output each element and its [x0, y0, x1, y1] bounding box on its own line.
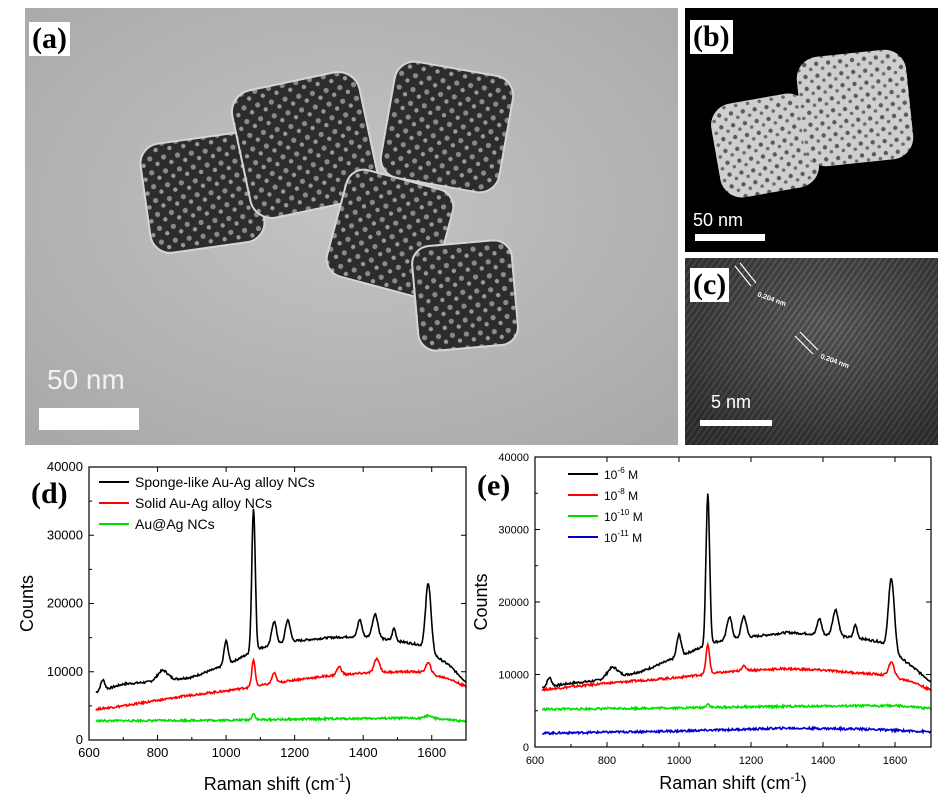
series-line-0 — [541, 493, 932, 689]
x-tick-label: 1000 — [667, 755, 691, 767]
series-line-0 — [95, 508, 467, 694]
x-tick-label: 600 — [78, 745, 100, 760]
panel-label-e: (e) — [477, 469, 511, 502]
scale-bar-label-b: 50 nm — [693, 210, 744, 230]
y-tick-label: 0 — [76, 732, 83, 747]
legend-label-3: 10-11 M — [604, 528, 642, 545]
y-tick-label: 40000 — [498, 452, 529, 464]
x-tick-label: 1000 — [212, 745, 241, 760]
x-tick-label: 600 — [526, 755, 544, 767]
raman-chart-d: 600 800 1000 1200 1400 1600 0 10000 20000 30000 40… — [17, 459, 467, 794]
y-tick-label: 40000 — [47, 459, 83, 474]
scale-bar-a — [39, 408, 139, 430]
plot-frame — [534, 456, 932, 748]
x-tick-label: 1200 — [280, 745, 309, 760]
series-line-1 — [95, 656, 467, 712]
x-tick-label: 1200 — [739, 755, 763, 767]
legend-label-0: Sponge-like Au-Ag alloy NCs — [135, 474, 315, 490]
lattice-marker — [734, 262, 819, 355]
y-axis-label: Counts — [17, 575, 37, 632]
raman-chart-e: 600 800 1000 1200 1400 1600 0 10000 20000 30000 40… — [472, 452, 932, 793]
series-line-3 — [541, 725, 932, 736]
panel-label-a: (a) — [29, 22, 70, 56]
y-tick-label: 10000 — [498, 670, 529, 682]
x-tick-label: 800 — [147, 745, 169, 760]
nanocube — [139, 60, 519, 352]
legend-label-2: Au@Ag NCs — [135, 516, 215, 532]
series-line-2 — [95, 712, 467, 724]
y-tick-label: 30000 — [47, 527, 83, 542]
y-tick-label: 0 — [523, 742, 529, 754]
x-tick-label: 1400 — [811, 755, 835, 767]
panel-a-tem-image: (a) 50 nm — [25, 8, 678, 445]
y-axis-label: Counts — [472, 573, 491, 630]
legend-label-0: 10-6 M — [604, 465, 638, 482]
scale-bar-c — [700, 420, 772, 426]
y-tick-label: 20000 — [47, 596, 83, 611]
x-tick-label: 800 — [598, 755, 616, 767]
x-tick-label: 1400 — [349, 745, 378, 760]
x-tick-label: 1600 — [883, 755, 907, 767]
scale-bar-label-a: 50 nm — [47, 364, 125, 395]
y-tick-label: 10000 — [47, 664, 83, 679]
tem-image-a — [25, 8, 678, 445]
y-tick-label: 30000 — [498, 525, 529, 537]
legend-label-2: 10-10 M — [604, 507, 643, 524]
legend-label-1: 10-8 M — [604, 486, 638, 503]
series-line-1 — [541, 641, 932, 692]
x-axis-label: Raman shift (cm-1) — [659, 771, 806, 793]
x-axis-label: Raman shift (cm-1) — [204, 772, 351, 794]
x-tick-label: 1600 — [417, 745, 446, 760]
panel-label-b: (b) — [690, 20, 733, 54]
panel-label-c: (c) — [690, 268, 730, 302]
stem-image-b — [711, 49, 914, 198]
series-line-2 — [541, 702, 932, 712]
panel-b-stem-image: (b) 50 nm — [685, 8, 938, 252]
panel-label-d: (d) — [31, 477, 68, 510]
panel-c-hrtem-image: 0.204 nm 0.204 nm (c) 5 nm — [685, 258, 938, 445]
scale-bar-label-c: 5 nm — [711, 392, 752, 412]
scale-bar-b — [695, 234, 765, 241]
legend-label-1: Solid Au-Ag alloy NCs — [135, 495, 272, 511]
y-tick-label: 20000 — [498, 597, 529, 609]
